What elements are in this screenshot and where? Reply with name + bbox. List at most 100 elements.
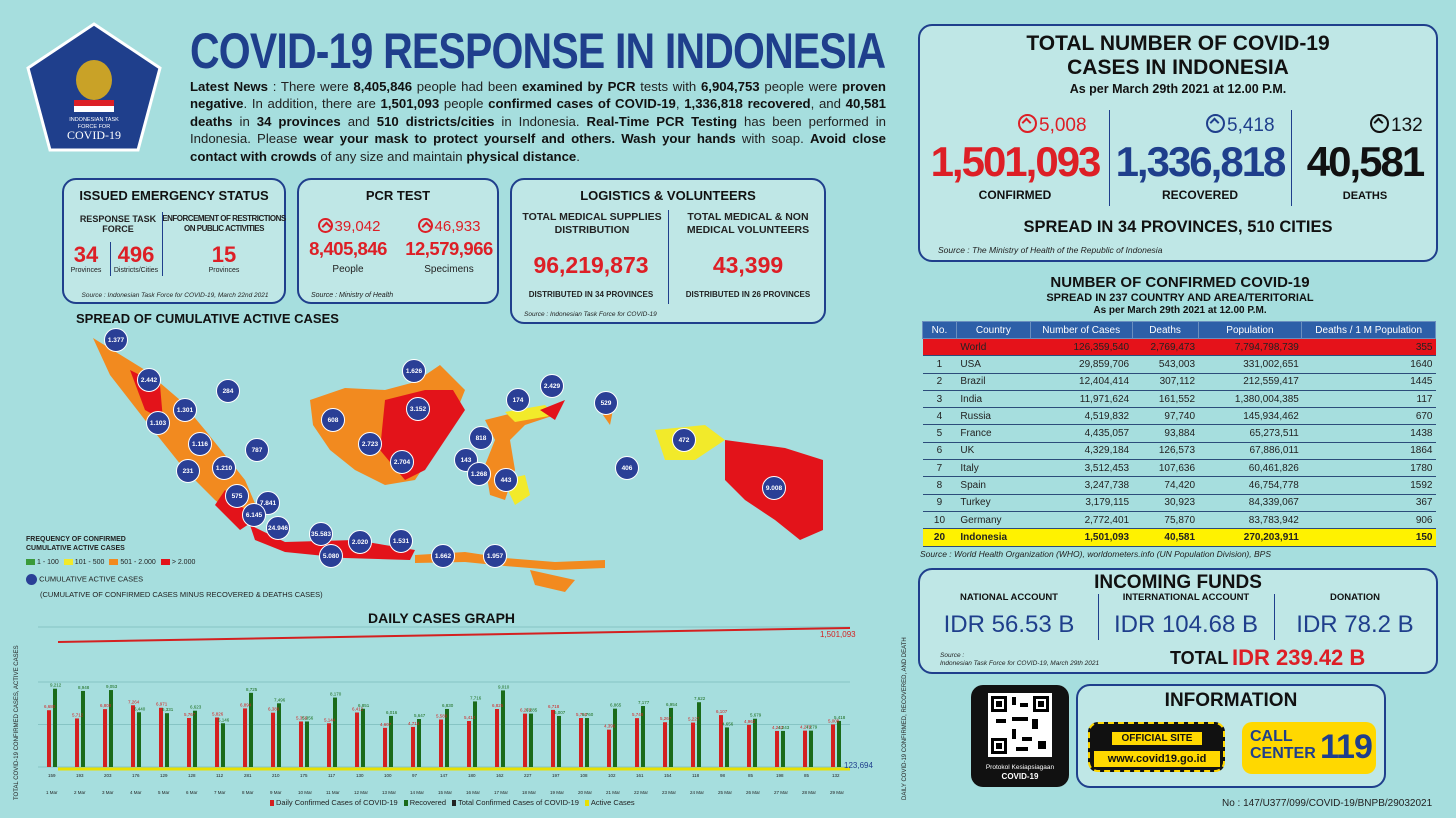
bar-recovered: [725, 727, 729, 767]
row-population: 65,273,511: [1198, 424, 1302, 443]
row-no: 8: [922, 476, 957, 495]
increase-icon: [1018, 114, 1037, 133]
map-bubble: 284: [216, 379, 240, 403]
bar-recovered-label: 5,647: [414, 713, 426, 718]
row-deaths: 30,923: [1132, 494, 1199, 512]
map-bubble: 24.946: [266, 516, 290, 540]
bar-deaths-label: 197: [552, 773, 560, 778]
row-no: 10: [922, 511, 957, 530]
news-mask: wear your mask to protect yourself and o…: [303, 131, 736, 147]
x-tick-label: 1 Mar: [46, 790, 58, 795]
bar-confirmed-label: 4,279: [800, 725, 812, 730]
row-cases: 4,519,832: [1030, 407, 1133, 426]
graph-legend-label: Active Cases: [590, 798, 635, 807]
world-col-no: No.: [922, 321, 957, 339]
bar-confirmed-label: 7,264: [128, 699, 140, 704]
call-center-line2: CENTER: [1250, 745, 1316, 762]
bar-recovered: [333, 697, 337, 767]
bar-confirmed-label: 6,279: [520, 708, 532, 713]
x-tick-label: 15 Mar: [438, 790, 453, 795]
pcr-inc1: 39,042: [301, 218, 397, 235]
qr-card[interactable]: Protokol Kesiapsiagaan COVID-19: [971, 685, 1069, 787]
qr-code-icon[interactable]: [988, 693, 1052, 757]
map-legend-label: 501 - 2.000: [120, 559, 156, 566]
world-col-cases: Number of Cases: [1029, 321, 1133, 339]
bar-recovered: [809, 730, 813, 767]
row-deaths-per-million: 1864: [1301, 442, 1436, 461]
x-tick-label: 27 Mar: [774, 790, 789, 795]
row-cases: 4,435,057: [1030, 424, 1133, 443]
bar-confirmed: [467, 720, 471, 767]
legend-swatch: [403, 800, 408, 807]
x-tick-label: 3 Mar: [102, 790, 114, 795]
official-site-url[interactable]: www.covid19.go.id: [1094, 751, 1220, 767]
funds-source-text: Indonesian Task Force for COVID-19, Marc…: [940, 660, 1100, 667]
x-tick-label: 11 Mar: [326, 790, 340, 795]
x-tick-label: 24 Mar: [690, 790, 705, 795]
bar-recovered-label: 6,954: [666, 702, 678, 707]
world-table-row: 9 Turkey 3,179,115 30,923 84,339,067 367: [922, 494, 1436, 512]
bar-deaths-label: 180: [468, 773, 476, 778]
logistics-source: Source : Indonesian Task Force for COVID…: [524, 311, 657, 318]
latest-news: Latest News : There were 8,405,846 peopl…: [190, 78, 886, 165]
bar-confirmed: [607, 729, 611, 767]
totals-recovered-label: RECOVERED: [1161, 188, 1238, 202]
call-center-badge[interactable]: CALL CENTER 119: [1242, 722, 1376, 774]
pcr-source: Source : Ministry of Health: [311, 292, 394, 299]
row-population: 7,794,798,739: [1198, 338, 1302, 357]
graph-legend-item: Daily Confirmed Cases of COVID-19: [270, 798, 398, 807]
increase-icon: [1206, 114, 1225, 133]
bar-deaths-label: 176: [132, 773, 140, 778]
bar-deaths-label: 203: [104, 773, 112, 778]
totals-title-line1: TOTAL NUMBER OF COVID-19: [1026, 32, 1330, 55]
bar-recovered-label: 8,725: [246, 687, 258, 692]
map-title: SPREAD OF CUMULATIVE ACTIVE CASES: [76, 311, 339, 326]
call-center-number[interactable]: 119: [1320, 728, 1373, 766]
daily-cases-chart: 1,501,093 123,694 6,680 9,212 159 1 Mar 5,712 8…: [38, 626, 873, 795]
row-country: Indonesia: [956, 528, 1031, 547]
document-number: No : 147/U377/099/COVID-19/BNPB/29032021: [1222, 798, 1433, 809]
bar-confirmed-label: 5,760: [576, 712, 588, 717]
bar-recovered: [53, 688, 57, 767]
graph-legend-item: Recovered: [403, 798, 446, 807]
map-legend-item: 501 - 2.000: [109, 559, 156, 566]
x-tick-label: 25 Mar: [718, 790, 733, 795]
map-legend-label: > 2.000: [171, 559, 196, 566]
bar-recovered: [669, 707, 673, 767]
bar-recovered-label: 7,716: [470, 695, 482, 700]
news-distance: physical distance: [466, 148, 577, 164]
bar-confirmed: [383, 727, 387, 767]
bar-confirmed: [355, 712, 359, 767]
row-deaths-per-million: 1592: [1301, 476, 1436, 495]
bar-confirmed: [775, 730, 779, 767]
x-tick-label: 14 Mar: [410, 790, 425, 795]
emergency-districts-label: Districts/Cities: [113, 267, 159, 274]
emergency-source: Source : Indonesian Task Force for COVID…: [81, 292, 269, 299]
bar-deaths-label: 85: [748, 773, 754, 778]
row-no: 7: [922, 459, 957, 478]
bar-confirmed: [411, 726, 415, 767]
bar-recovered: [109, 690, 113, 767]
row-cases: 11,971,624: [1030, 390, 1133, 409]
bar-confirmed: [663, 722, 667, 767]
bar-confirmed-label: 4,607: [380, 722, 392, 727]
official-site-badge[interactable]: OFFICIAL SITE www.covid19.go.id: [1088, 722, 1225, 772]
bar-confirmed-label: 5,767: [184, 712, 196, 717]
row-deaths-per-million: 670: [1301, 407, 1436, 426]
x-tick-label: 6 Mar: [186, 790, 198, 795]
map-bubble: 472: [672, 428, 696, 452]
funds-national-value: IDR 56.53 B: [943, 611, 1075, 638]
legend-swatch: [26, 559, 35, 566]
bar-recovered: [389, 715, 393, 767]
bar-confirmed: [719, 715, 723, 767]
row-country: Turkey: [956, 494, 1031, 512]
row-no: 20: [922, 528, 957, 547]
map-bubble: 1.662: [431, 544, 455, 568]
news-text: in Indonesia.: [494, 113, 587, 129]
bar-recovered: [585, 718, 589, 767]
funds-total-label: TOTAL: [1170, 648, 1229, 668]
logistics-volunteers-header: TOTAL MEDICAL & NON MEDICAL VOLUNTEERS: [686, 211, 810, 236]
active-cases-label: 123,694: [844, 761, 873, 770]
bar-confirmed: [803, 730, 807, 767]
x-tick-label: 19 Mar: [550, 790, 565, 795]
